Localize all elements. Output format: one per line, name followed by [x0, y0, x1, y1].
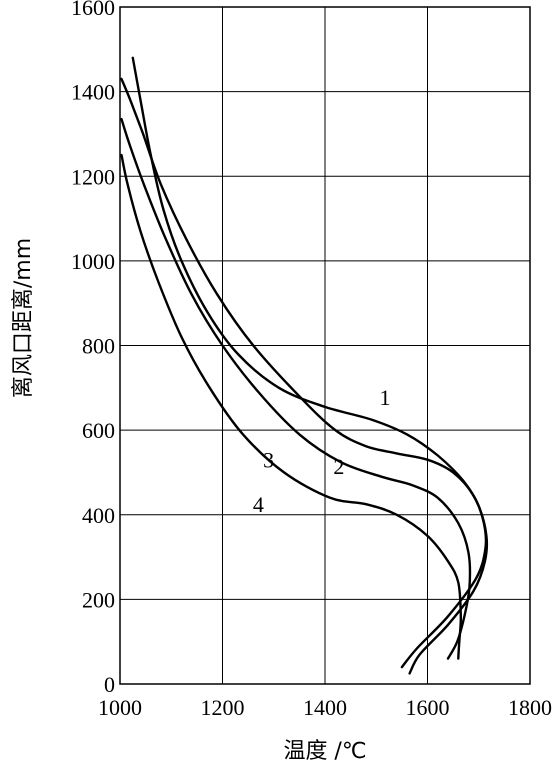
- y-tick-label: 400: [82, 503, 115, 528]
- y-tick-label: 1200: [71, 164, 115, 189]
- series-line-1: [131, 56, 489, 675]
- grid-lines: [119, 6, 531, 685]
- y-tick-label: 1000: [71, 249, 115, 274]
- series-lines: [120, 56, 489, 675]
- series-label-3: 3: [263, 448, 274, 473]
- series-label-2: 2: [333, 454, 344, 479]
- x-axis-label: 温度 /℃: [283, 739, 366, 764]
- curve-labels: 1 2 3 4: [253, 385, 391, 517]
- series-label-1: 1: [379, 385, 390, 410]
- x-tick-label: 1000: [98, 695, 142, 720]
- y-axis-label: 离风口距离/mm: [11, 238, 36, 398]
- series-line-2: [120, 77, 488, 669]
- x-tick-label: 1600: [406, 695, 450, 720]
- y-tick-label: 200: [82, 587, 115, 612]
- tick-labels: 1000 1200 1400 1600 1800 0 200 400 600 800 1000 120…: [71, 0, 552, 720]
- y-tick-label: 0: [104, 672, 115, 697]
- x-tick-label: 1200: [201, 695, 245, 720]
- plot-frame: [119, 6, 531, 685]
- y-tick-label: 600: [82, 418, 115, 443]
- y-tick-label: 1400: [71, 80, 115, 105]
- x-tick-label: 1400: [303, 695, 347, 720]
- y-tick-label: 1600: [71, 0, 115, 20]
- series-line-3: [120, 117, 472, 660]
- x-tick-label: 1800: [508, 695, 552, 720]
- series-line-4: [120, 153, 463, 660]
- series-label-4: 4: [253, 492, 264, 517]
- y-tick-label: 800: [82, 334, 115, 359]
